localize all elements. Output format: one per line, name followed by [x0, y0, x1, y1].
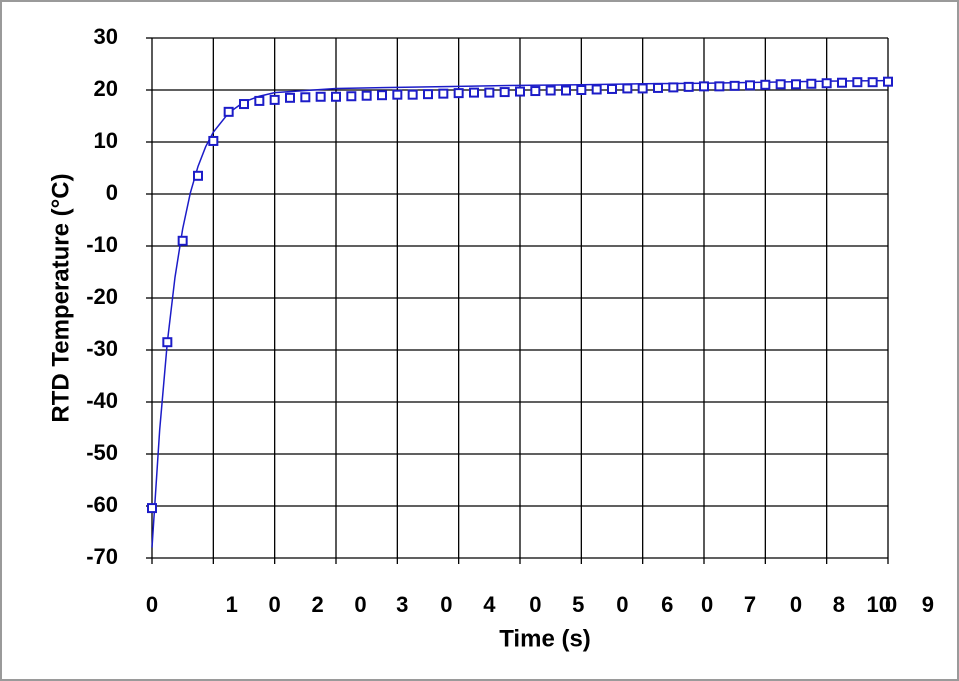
data-point: [775, 79, 786, 90]
data-point: [545, 85, 556, 96]
data-point: [162, 337, 173, 348]
x-tick-label: 3: [396, 592, 408, 617]
data-point: [239, 99, 249, 110]
x-tick-label: 0: [269, 592, 281, 617]
x-tick-label: 0: [440, 592, 452, 617]
data-point: [576, 85, 587, 95]
data-point: [223, 106, 234, 117]
data-point: [300, 92, 311, 103]
x-tick-label: 6: [661, 592, 673, 617]
data-point: [423, 89, 433, 100]
data-point: [729, 80, 740, 91]
y-axis-title: RTD Temperature (°C): [47, 173, 74, 422]
data-point: [607, 83, 617, 94]
y-tick-label: 10: [94, 128, 118, 153]
x-axis-title: Time (s): [499, 625, 591, 652]
x-tick-label: 0: [885, 592, 897, 617]
data-point: [867, 77, 878, 88]
data-point: [515, 86, 525, 97]
data-point: [530, 86, 541, 97]
x-tick-label: 9: [922, 592, 934, 617]
data-point: [821, 78, 832, 89]
x-tick-label: 0: [529, 592, 541, 617]
y-tick-label: 30: [94, 24, 118, 49]
data-point: [377, 90, 387, 101]
data-point: [147, 503, 157, 514]
data-point: [653, 82, 663, 93]
y-tick-label: -70: [86, 544, 118, 569]
data-point: [561, 85, 571, 96]
data-point: [683, 81, 694, 92]
data-point: [438, 88, 449, 99]
data-point: [883, 76, 893, 87]
x-tick-label: 0: [354, 592, 366, 617]
data-point: [346, 91, 357, 102]
y-tick-label: -10: [86, 232, 118, 257]
data-point: [714, 81, 725, 92]
data-point: [837, 77, 847, 88]
data-point: [392, 89, 403, 100]
data-point: [453, 88, 464, 99]
x-tick-label: 10: [867, 592, 891, 617]
data-point: [484, 87, 495, 98]
data-point: [254, 95, 265, 106]
y-tick-label: 20: [94, 76, 118, 101]
x-tick-label: 4: [483, 592, 496, 617]
x-tick-label: 0: [146, 592, 158, 617]
x-tick-label: 5: [572, 592, 584, 617]
x-tick-label: 2: [311, 592, 323, 617]
data-point: [668, 82, 679, 93]
data-point: [760, 79, 771, 90]
y-tick-label: -30: [86, 336, 118, 361]
y-tick-label: -60: [86, 492, 118, 517]
data-point: [177, 235, 188, 246]
data-point: [331, 91, 341, 102]
data-point: [637, 83, 648, 94]
x-tick-label: 0: [701, 592, 713, 617]
data-point: [269, 94, 280, 105]
data-point: [745, 80, 755, 91]
y-tick-label: -20: [86, 284, 118, 309]
data-point: [208, 135, 219, 146]
data-point: [285, 92, 295, 103]
data-point: [193, 170, 203, 181]
x-tick-label: 1: [226, 592, 238, 617]
x-tick-label: 0: [616, 592, 628, 617]
data-point: [407, 89, 418, 100]
data-point: [469, 87, 479, 98]
data-point: [315, 91, 326, 102]
data-point: [699, 81, 709, 92]
y-tick-label: -50: [86, 440, 118, 465]
data-point: [591, 84, 602, 95]
y-tick-label: -40: [86, 388, 118, 413]
x-tick-label: 7: [744, 592, 756, 617]
x-tick-label: 0: [790, 592, 802, 617]
data-point: [622, 83, 633, 94]
data-point: [499, 87, 510, 98]
data-point: [361, 90, 372, 101]
y-tick-label: 0: [106, 180, 118, 205]
data-point: [806, 78, 817, 89]
x-tick-label: 8: [833, 592, 845, 617]
data-point: [852, 77, 863, 88]
data-point: [791, 79, 801, 90]
